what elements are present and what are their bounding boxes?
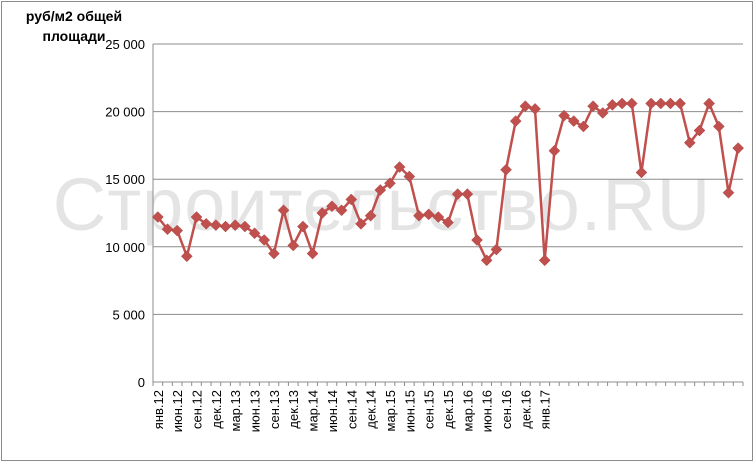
data-point bbox=[538, 254, 551, 267]
data-point bbox=[664, 97, 677, 110]
data-point bbox=[712, 120, 725, 133]
data-point bbox=[645, 97, 657, 110]
data-point bbox=[171, 224, 184, 237]
y-tick-label: 20 000 bbox=[105, 105, 145, 120]
data-point bbox=[239, 220, 251, 233]
x-tick-label: сен.14 bbox=[344, 390, 359, 429]
data-point bbox=[326, 200, 338, 213]
x-tick-label: июн.14 bbox=[325, 390, 340, 432]
data-point bbox=[616, 97, 628, 110]
data-point bbox=[413, 209, 425, 222]
x-tick-label: дек.16 bbox=[518, 390, 533, 429]
data-point bbox=[567, 115, 580, 127]
data-point bbox=[306, 247, 319, 260]
y-tick-label: 0 bbox=[138, 375, 145, 390]
y-axis-label: руб/м2 общей площади bbox=[25, 8, 123, 44]
data-point bbox=[654, 97, 667, 110]
series-line bbox=[156, 102, 740, 262]
y-tick-label: 15 000 bbox=[105, 172, 145, 187]
x-tick-label: сен.16 bbox=[499, 390, 514, 429]
data-point bbox=[596, 107, 609, 119]
x-tick-label: сен.13 bbox=[267, 390, 282, 429]
x-tick-label: июн.12 bbox=[170, 390, 185, 432]
data-point bbox=[229, 219, 242, 232]
data-point bbox=[674, 97, 686, 110]
data-point bbox=[200, 217, 213, 230]
data-point bbox=[693, 124, 706, 137]
x-tick-label: сен.15 bbox=[422, 390, 437, 429]
y-tick-label: 10 000 bbox=[105, 240, 145, 255]
x-tick-label: янв.12 bbox=[151, 390, 166, 429]
data-point bbox=[277, 204, 290, 217]
y-tick-label: 5 000 bbox=[112, 307, 145, 322]
data-point bbox=[432, 211, 445, 223]
data-point bbox=[355, 217, 367, 230]
x-tick-label: июн.16 bbox=[480, 390, 495, 432]
data-point bbox=[422, 208, 435, 221]
watermark: Строительство.RU bbox=[52, 163, 712, 246]
data-point bbox=[287, 239, 300, 252]
data-point bbox=[480, 254, 493, 267]
data-point bbox=[403, 170, 416, 183]
data-point bbox=[519, 100, 532, 113]
x-tick-label: дек.15 bbox=[441, 390, 456, 429]
data-point bbox=[248, 227, 261, 240]
data-point bbox=[471, 234, 483, 246]
x-tick-label: мар.15 bbox=[383, 390, 398, 431]
y-tick-label: 25 000 bbox=[105, 37, 145, 52]
data-point bbox=[461, 188, 474, 200]
x-tick-label: янв.17 bbox=[538, 390, 553, 429]
data-point bbox=[703, 97, 716, 110]
data-point bbox=[316, 207, 329, 219]
x-tick-label: мар.16 bbox=[460, 390, 475, 431]
data-point bbox=[635, 166, 648, 179]
data-point bbox=[384, 177, 396, 190]
x-tick-label: мар.14 bbox=[306, 390, 321, 431]
data-point bbox=[732, 142, 745, 154]
data-point bbox=[509, 115, 522, 127]
data-point bbox=[500, 163, 512, 176]
data-point bbox=[374, 184, 387, 196]
data-point bbox=[606, 98, 619, 111]
data-point bbox=[490, 243, 503, 256]
x-tick-label: июн.15 bbox=[402, 390, 417, 432]
x-tick-label: июн.13 bbox=[248, 390, 263, 432]
x-tick-label: дек.12 bbox=[209, 390, 224, 429]
data-point bbox=[190, 211, 203, 223]
data-point bbox=[335, 204, 348, 217]
data-point bbox=[548, 144, 561, 157]
data-point bbox=[210, 219, 222, 232]
data-point bbox=[625, 97, 638, 110]
data-point bbox=[258, 234, 271, 246]
data-point bbox=[722, 186, 735, 199]
data-point bbox=[393, 161, 406, 173]
x-tick-label: дек.14 bbox=[364, 390, 379, 429]
data-point bbox=[683, 136, 696, 149]
x-tick-label: сен.12 bbox=[190, 390, 205, 429]
data-point bbox=[268, 247, 280, 260]
data-point bbox=[364, 209, 377, 222]
data-point bbox=[161, 223, 174, 236]
data-point bbox=[577, 120, 590, 133]
data-point bbox=[180, 250, 193, 263]
data-point bbox=[529, 103, 541, 115]
x-tick-label: мар.13 bbox=[228, 390, 243, 431]
data-point bbox=[151, 211, 164, 223]
data-point bbox=[345, 193, 358, 206]
data-point bbox=[297, 220, 309, 233]
data-point bbox=[558, 109, 570, 122]
data-point bbox=[442, 216, 454, 229]
x-tick-label: дек.13 bbox=[286, 390, 301, 429]
data-point bbox=[587, 100, 599, 113]
data-point bbox=[451, 188, 464, 200]
data-point bbox=[219, 220, 232, 233]
